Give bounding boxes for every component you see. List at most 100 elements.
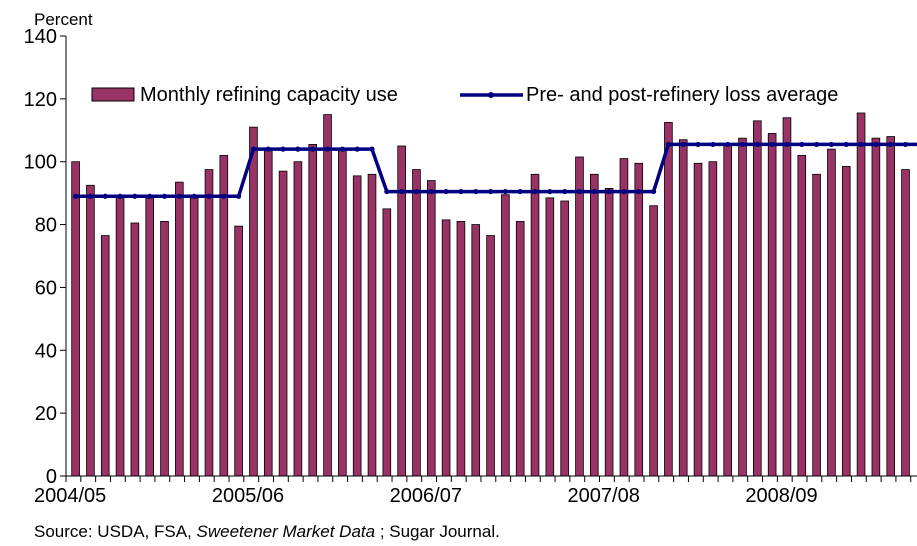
line-point bbox=[280, 146, 286, 152]
y-tick-label: 140 bbox=[24, 26, 57, 48]
x-tick-label: 2007/08 bbox=[568, 485, 640, 507]
line-point bbox=[161, 193, 168, 199]
bar bbox=[130, 222, 140, 477]
bar bbox=[367, 173, 377, 477]
bar bbox=[841, 166, 851, 477]
bar bbox=[249, 126, 258, 477]
source-suffix: ; Sugar Journal. bbox=[375, 522, 500, 541]
source-italic: Sweetener Market Data bbox=[196, 522, 376, 541]
line-point bbox=[413, 188, 420, 195]
line-point bbox=[236, 193, 242, 199]
bar bbox=[412, 169, 421, 477]
line-point bbox=[73, 193, 79, 199]
y-tick-label: 120 bbox=[24, 89, 57, 111]
bar bbox=[560, 200, 569, 477]
bar bbox=[753, 120, 762, 477]
bar bbox=[100, 235, 110, 477]
chart: Percent 0 20 40 60 80 100 120 140 2004/05 2005/06… bbox=[24, 10, 917, 507]
line-point bbox=[828, 141, 835, 148]
line-point bbox=[191, 193, 197, 199]
bar bbox=[486, 235, 495, 477]
bar bbox=[619, 158, 629, 477]
line-point bbox=[902, 141, 909, 148]
line-point bbox=[443, 188, 449, 195]
line-point bbox=[562, 188, 568, 195]
bar bbox=[189, 197, 199, 477]
bar bbox=[219, 155, 229, 477]
y-tick-label: 60 bbox=[35, 277, 57, 299]
line-point bbox=[858, 141, 864, 148]
line-point bbox=[754, 141, 760, 148]
bar bbox=[664, 122, 673, 477]
line-point bbox=[250, 146, 257, 152]
line-point bbox=[725, 141, 731, 148]
line-point bbox=[473, 188, 479, 195]
bar bbox=[441, 219, 451, 477]
bar bbox=[278, 170, 288, 477]
y-axis-label: Percent bbox=[34, 10, 93, 29]
bar bbox=[530, 173, 540, 477]
line-point bbox=[680, 141, 686, 148]
line-point bbox=[102, 193, 108, 199]
x-tick-label: 2006/07 bbox=[390, 485, 462, 507]
bar bbox=[886, 136, 895, 477]
line-point bbox=[132, 193, 138, 199]
line-point bbox=[117, 193, 123, 199]
line-point bbox=[517, 188, 523, 195]
bar bbox=[604, 188, 614, 477]
bar bbox=[678, 139, 688, 477]
bar bbox=[86, 184, 95, 477]
legend-bar-label: Monthly refining capacity use bbox=[140, 84, 398, 106]
bar bbox=[145, 197, 155, 477]
line-point bbox=[458, 188, 464, 195]
bar bbox=[115, 197, 125, 477]
line-point bbox=[310, 146, 316, 152]
bar bbox=[738, 137, 747, 477]
line-point bbox=[843, 141, 849, 148]
bar bbox=[634, 162, 644, 477]
line-point bbox=[591, 188, 597, 195]
line-point bbox=[384, 188, 390, 195]
line-point bbox=[295, 146, 301, 152]
line-point bbox=[873, 141, 879, 148]
bar bbox=[649, 205, 658, 477]
line-series bbox=[73, 141, 917, 199]
legend-line-label: Pre- and post-refinery loss average bbox=[526, 84, 838, 106]
bar bbox=[693, 162, 703, 477]
y-tick-label: 40 bbox=[35, 340, 57, 362]
bar bbox=[767, 133, 777, 477]
source-note: Source: USDA, FSA, Sweetener Market Data… bbox=[34, 522, 500, 542]
line-point bbox=[265, 146, 271, 152]
line-point bbox=[576, 188, 583, 195]
bar bbox=[293, 161, 303, 477]
line-point bbox=[888, 141, 894, 148]
bar bbox=[871, 137, 881, 477]
legend: Monthly refining capacity use Pre- and p… bbox=[91, 84, 838, 106]
y-tick-label: 100 bbox=[24, 152, 57, 174]
x-tick-label: 2008/09 bbox=[745, 485, 817, 507]
line-point bbox=[428, 188, 434, 195]
line-point bbox=[636, 188, 642, 195]
bar bbox=[263, 150, 273, 477]
bar bbox=[782, 117, 792, 477]
y-tick-label: 80 bbox=[35, 215, 57, 237]
bar bbox=[234, 225, 243, 477]
line-point bbox=[814, 141, 820, 148]
y-tick-label: 20 bbox=[35, 403, 57, 425]
bar bbox=[338, 150, 347, 477]
line-point bbox=[532, 188, 538, 195]
bar bbox=[575, 156, 584, 477]
legend-line-marker bbox=[488, 92, 494, 98]
line-point bbox=[324, 146, 331, 152]
bar bbox=[323, 114, 332, 477]
bar bbox=[382, 208, 392, 477]
bar bbox=[426, 180, 436, 477]
bar bbox=[797, 155, 807, 477]
bar bbox=[71, 161, 80, 477]
bar bbox=[545, 197, 555, 477]
line-point bbox=[369, 146, 375, 152]
line-point bbox=[547, 188, 553, 195]
bar bbox=[812, 173, 821, 477]
bar bbox=[471, 224, 481, 477]
line-point bbox=[739, 141, 746, 148]
